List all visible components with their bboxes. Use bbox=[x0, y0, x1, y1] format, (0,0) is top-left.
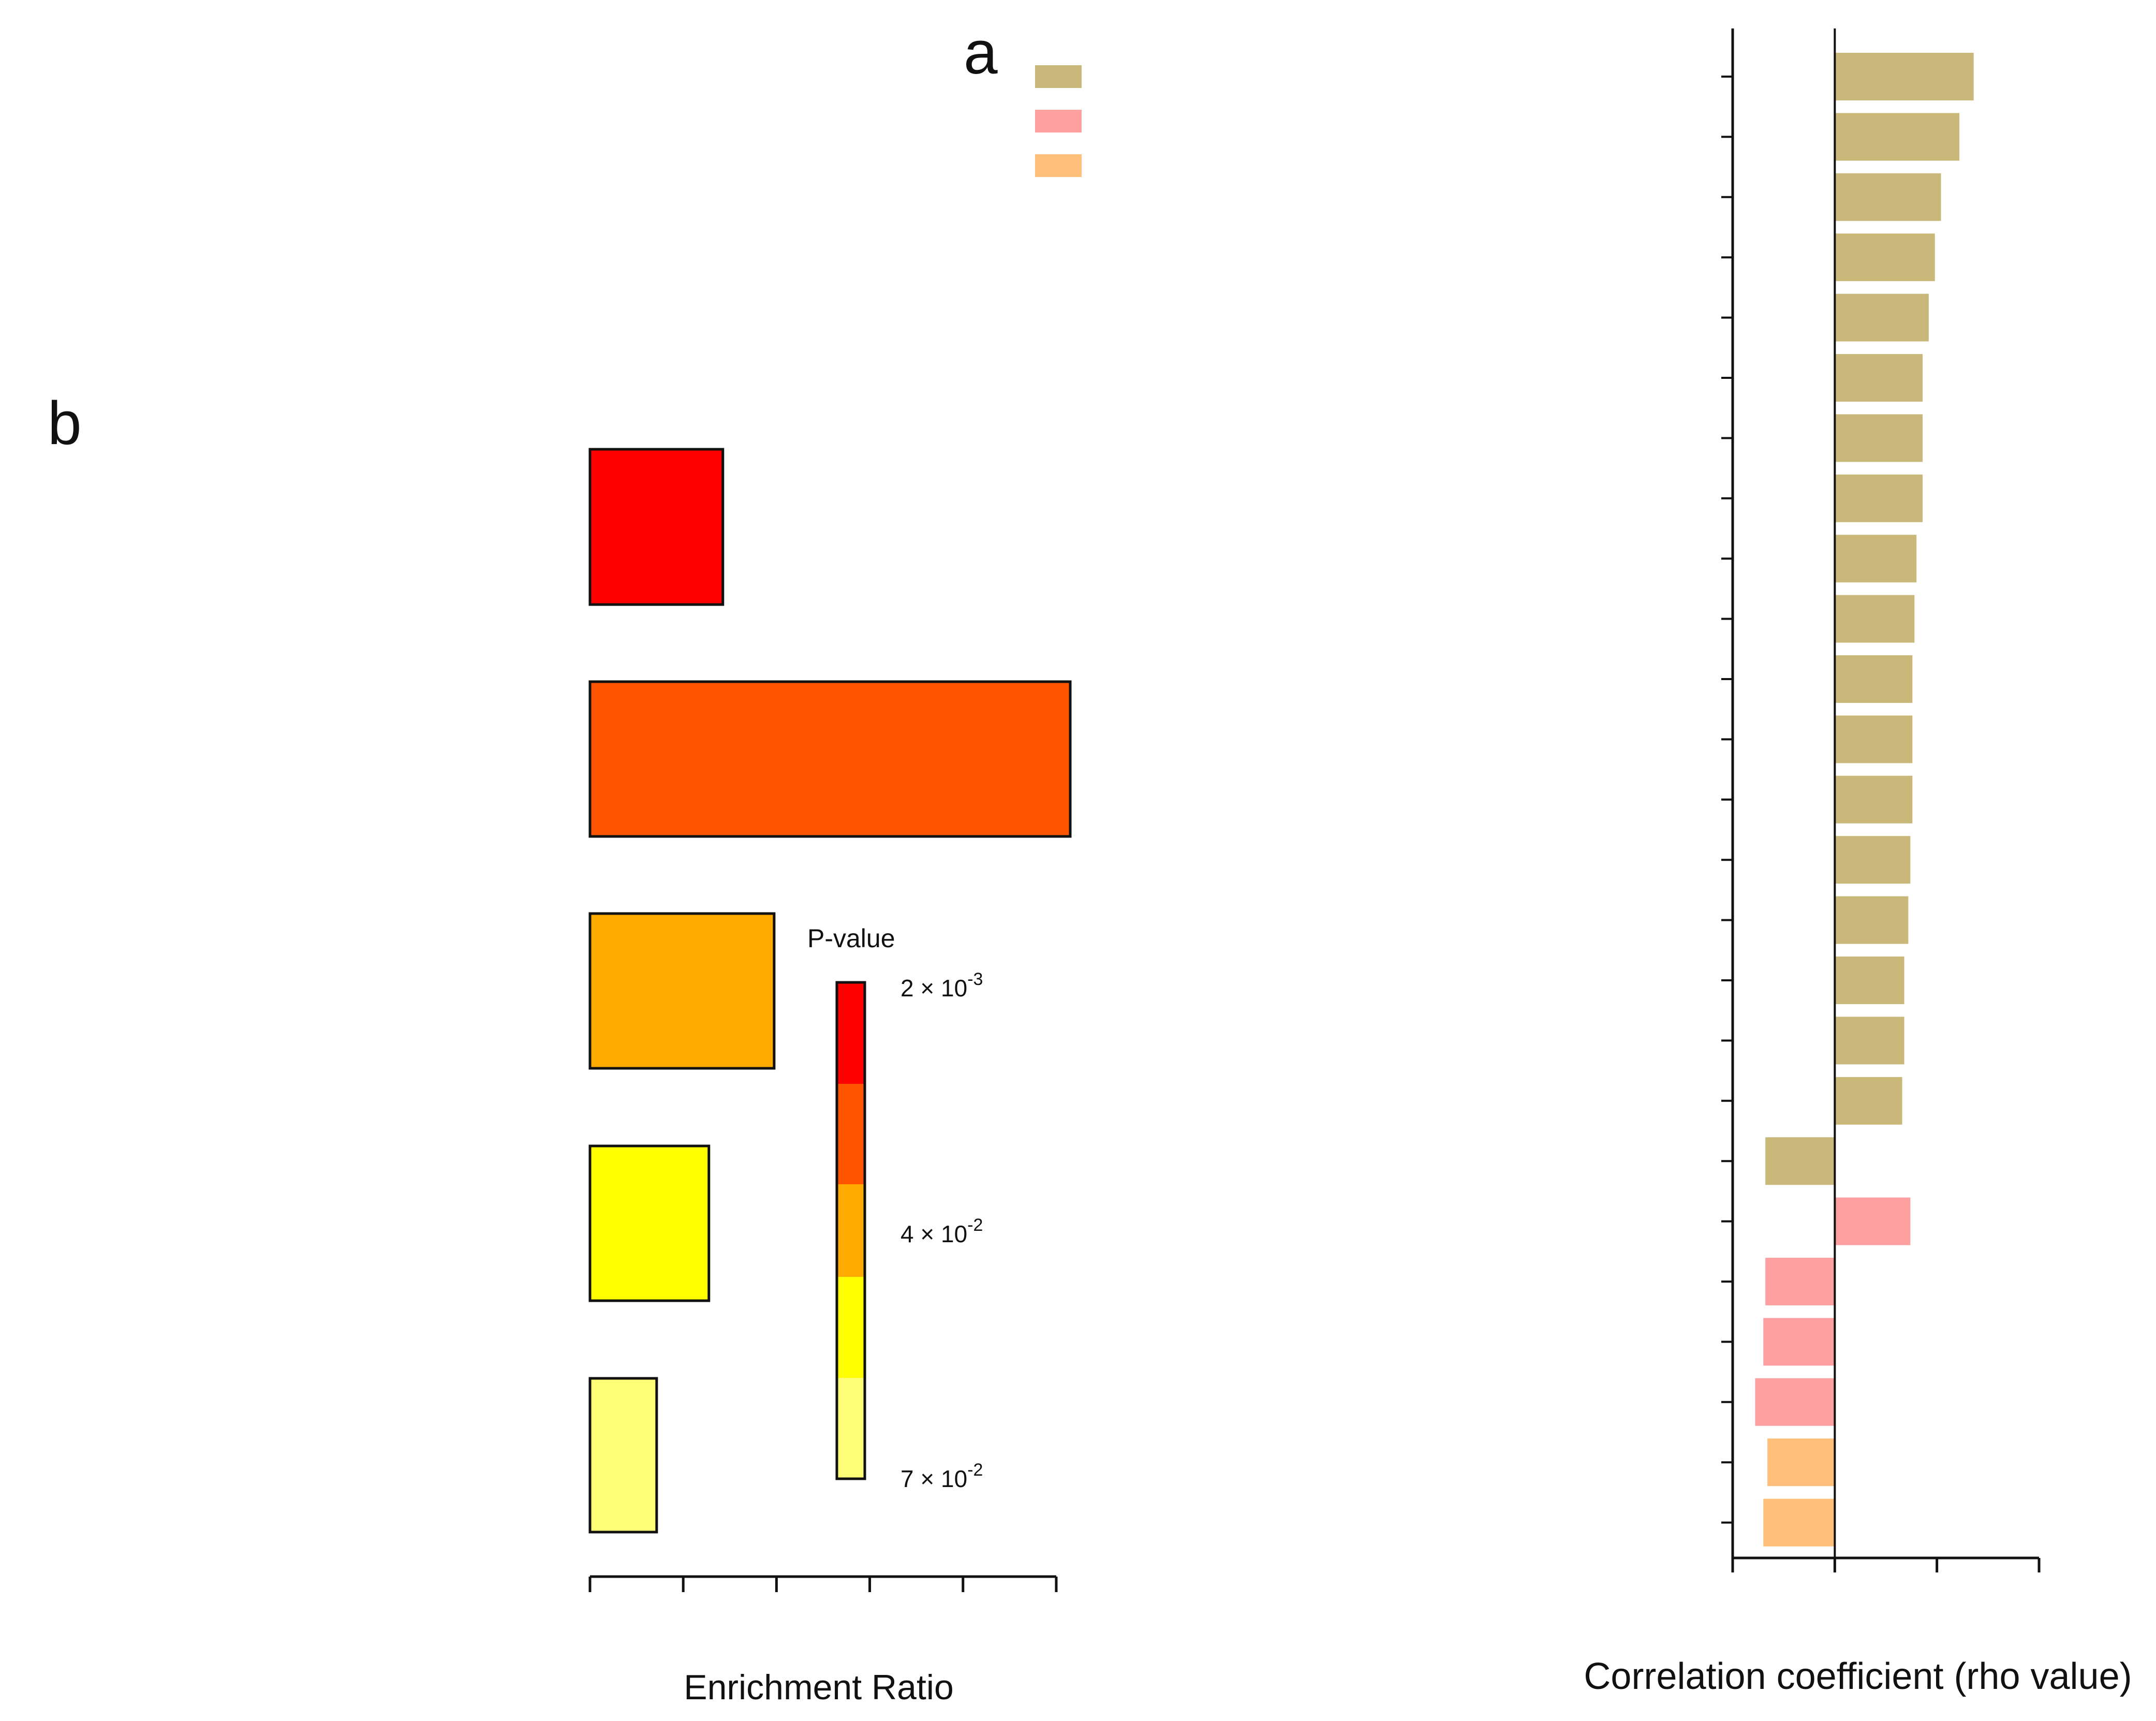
correlation-bar bbox=[1835, 1017, 1904, 1065]
colorbar-label-mantissa: 2 × 10 bbox=[900, 975, 967, 1002]
colorbar-frame bbox=[835, 981, 866, 1480]
colorbar-segment bbox=[837, 1277, 865, 1378]
correlation-bar bbox=[1765, 1137, 1835, 1185]
correlation-bar bbox=[1835, 233, 1935, 282]
correlation-bar bbox=[1835, 957, 1904, 1004]
correlation-bar bbox=[1835, 836, 1911, 884]
colorbar-label: 7 × 10-2 bbox=[900, 1460, 983, 1492]
correlation-bar bbox=[1835, 1077, 1902, 1125]
colorbar-segment bbox=[837, 1184, 865, 1277]
colorbar-label-mantissa: 4 × 10 bbox=[900, 1220, 967, 1247]
correlation-bar bbox=[1835, 1197, 1911, 1245]
correlation-bar bbox=[1835, 354, 1923, 402]
panel-a-x-axis-title: Correlation coefficient (rho value) bbox=[1584, 1656, 2132, 1697]
panel-label-b: b bbox=[48, 389, 82, 458]
colorbar-label: 2 × 10-3 bbox=[900, 969, 983, 1002]
correlation-bar bbox=[1835, 896, 1909, 944]
correlation-bar bbox=[1835, 535, 1917, 583]
correlation-bar bbox=[1835, 474, 1923, 522]
correlation-bar bbox=[1835, 293, 1929, 342]
panel-label-a: a bbox=[964, 19, 998, 87]
colorbar-segment bbox=[837, 1378, 865, 1479]
panel-b-x-axis-title: Enrichment Ratio bbox=[684, 1668, 954, 1707]
panel-b-bars bbox=[588, 448, 1072, 1534]
correlation-bar bbox=[1835, 775, 1913, 823]
colorbar-segments bbox=[835, 981, 866, 1480]
colorbar-title: P-value bbox=[807, 924, 895, 953]
correlation-bar bbox=[1835, 113, 1960, 161]
colorbar-label-exponent: -2 bbox=[967, 1215, 983, 1235]
correlation-bar bbox=[1763, 1318, 1835, 1366]
panel-b-axes bbox=[588, 1575, 1058, 1592]
correlation-bar bbox=[1835, 173, 1941, 221]
enrichment-bar bbox=[588, 912, 776, 1070]
correlation-bar bbox=[1765, 1258, 1835, 1305]
panel-b-enrichment-chart: Enrichment Ratio P-value 2 × 10-34 × 10-… bbox=[588, 448, 1072, 1707]
correlation-bar bbox=[1763, 1498, 1835, 1547]
colorbar-segment bbox=[837, 982, 865, 1084]
enrichment-bar bbox=[588, 1377, 658, 1534]
enrichment-bar bbox=[588, 1144, 711, 1302]
correlation-bar bbox=[1755, 1378, 1835, 1426]
correlation-bar bbox=[1835, 595, 1915, 643]
panel-a-correlation-chart: Correlation coefficient (rho value) bbox=[1035, 28, 2132, 1697]
enrichment-bar bbox=[588, 680, 1072, 838]
correlation-bar bbox=[1835, 414, 1923, 462]
colorbar-label: 4 × 10-2 bbox=[900, 1215, 983, 1247]
colorbar-segment bbox=[837, 1084, 865, 1184]
panel-a-axes bbox=[1721, 28, 2041, 1572]
colorbar-label-mantissa: 7 × 10 bbox=[900, 1465, 967, 1492]
enrichment-bar bbox=[588, 448, 725, 606]
correlation-bar bbox=[1835, 655, 1913, 703]
colorbar-label-exponent: -2 bbox=[967, 1460, 983, 1480]
panel-a-legend bbox=[1035, 65, 1082, 177]
correlation-bar bbox=[1835, 715, 1913, 763]
legend-swatch bbox=[1035, 110, 1082, 133]
legend-swatch bbox=[1035, 154, 1082, 177]
legend-swatch bbox=[1035, 65, 1082, 88]
panel-a-bars bbox=[1755, 53, 1974, 1547]
p-value-colorbar: P-value 2 × 10-34 × 10-27 × 10-2 bbox=[807, 924, 983, 1492]
correlation-bar bbox=[1767, 1438, 1835, 1487]
colorbar-labels: 2 × 10-34 × 10-27 × 10-2 bbox=[900, 969, 983, 1492]
correlation-bar bbox=[1835, 53, 1974, 100]
colorbar-label-exponent: -3 bbox=[967, 969, 983, 989]
